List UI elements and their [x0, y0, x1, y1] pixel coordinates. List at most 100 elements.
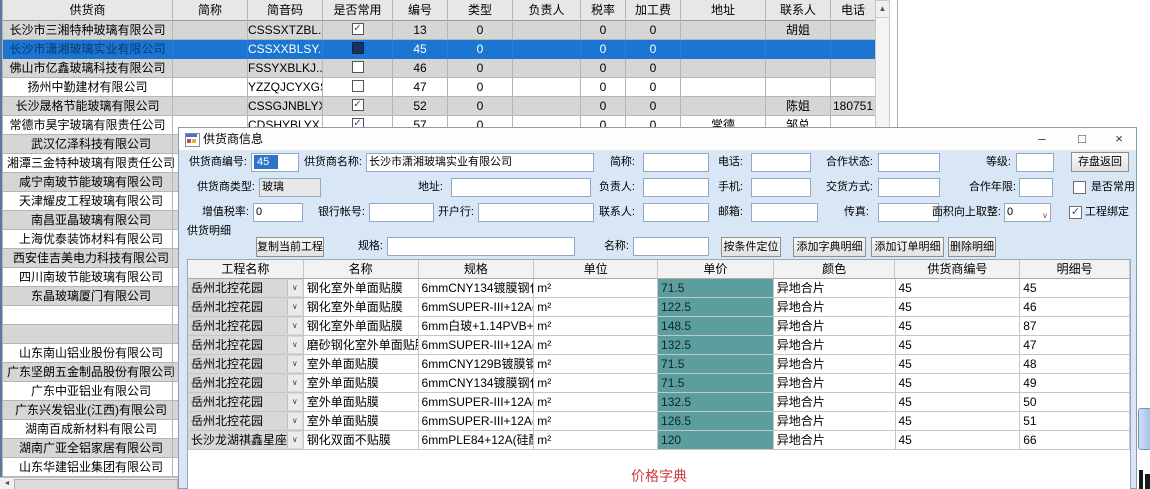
- grid-column-header[interactable]: 工程名称: [188, 260, 304, 279]
- detail-cell[interactable]: m²: [534, 412, 659, 431]
- price-cell[interactable]: 132.5: [658, 393, 774, 412]
- supplier-list-item[interactable]: 湖南广亚全铝家居有限公司: [3, 439, 179, 458]
- scroll-up-icon[interactable]: ▲: [876, 1, 889, 18]
- bank-account-field[interactable]: [369, 203, 434, 222]
- supplier-table-vscrollbar[interactable]: ▲: [875, 0, 890, 135]
- detail-cell[interactable]: 异地合片: [773, 355, 896, 374]
- supplier-list-item[interactable]: 山东南山铝业股份有限公司: [3, 344, 179, 363]
- detail-cell[interactable]: m²: [534, 355, 659, 374]
- detail-cell[interactable]: 51: [1020, 412, 1130, 431]
- detail-cell[interactable]: 异地合片: [773, 412, 896, 431]
- price-cell[interactable]: 126.5: [658, 412, 774, 431]
- supplier-list-item[interactable]: 咸宁南玻节能玻璃有限公司: [3, 173, 179, 192]
- detail-cell[interactable]: 异地合片: [773, 279, 896, 298]
- spec-filter-field[interactable]: [387, 237, 575, 256]
- project-dropdown-icon[interactable]: ∨: [286, 432, 302, 448]
- column-header[interactable]: 供货商: [3, 0, 173, 21]
- grid-column-header[interactable]: 颜色: [773, 260, 896, 279]
- supplier-list-item[interactable]: 武汉亿泽科技有限公司: [3, 135, 179, 154]
- common-use-checkbox[interactable]: [351, 42, 364, 55]
- supplier-type-field[interactable]: 玻璃: [259, 178, 321, 197]
- project-cell[interactable]: 岳州北控花园 ∨: [188, 412, 304, 431]
- column-header[interactable]: 联系人: [766, 0, 831, 21]
- dialog-titlebar[interactable]: 供货商信息 – □ ×: [179, 128, 1136, 151]
- detail-cell[interactable]: 6mmSUPER-III+12A(硅...: [418, 393, 535, 412]
- detail-cell[interactable]: 6mmCNY129B镀膜钢化: [418, 355, 535, 374]
- detail-cell[interactable]: 室外单面贴膜: [303, 374, 419, 393]
- hscrollbar-thumb[interactable]: [14, 479, 178, 489]
- delivery-field[interactable]: [878, 178, 940, 197]
- detail-cell[interactable]: 异地合片: [773, 336, 896, 355]
- detail-cell[interactable]: 47: [1020, 336, 1130, 355]
- detail-cell[interactable]: 室外单面贴膜: [303, 412, 419, 431]
- supplier-list-item[interactable]: 四川南玻节能玻璃有限公司: [3, 268, 179, 287]
- detail-cell[interactable]: 室外单面贴膜: [303, 355, 419, 374]
- supplier-list-item[interactable]: 广东兴发铝业(江西)有限公司: [3, 401, 179, 420]
- detail-cell[interactable]: 6mmCNY134镀膜钢化: [418, 374, 535, 393]
- project-cell[interactable]: 岳州北控花园 ∨: [188, 317, 304, 336]
- detail-cell[interactable]: 钢化室外单面贴膜: [303, 298, 419, 317]
- detail-cell[interactable]: 45: [895, 374, 1021, 393]
- fax-field[interactable]: [878, 203, 939, 222]
- supplier-row[interactable]: 扬州中勤建材有限公司 YZZQJCYXGS 47 0 0 0: [3, 78, 876, 97]
- detail-row[interactable]: 岳州北控花园 ∨ 室外单面贴膜 6mmCNY134镀膜钢化 m² 71.5 异地合片 45 49: [188, 374, 1130, 393]
- supplier-list-item[interactable]: 广东中亚铝业有限公司: [3, 382, 179, 401]
- mobile-field[interactable]: [751, 178, 811, 197]
- detail-cell[interactable]: 6mmPLE84+12A(硅酮胶...: [418, 431, 535, 450]
- supplier-list-item[interactable]: 西安佳吉美电力科技有限公司: [3, 249, 179, 268]
- detail-cell[interactable]: 45: [895, 279, 1021, 298]
- detail-cell[interactable]: 45: [895, 431, 1021, 450]
- detail-cell[interactable]: m²: [534, 317, 659, 336]
- locate-by-condition-button[interactable]: 按条件定位: [721, 237, 781, 257]
- add-order-detail-button[interactable]: 添加订单明细: [871, 237, 944, 257]
- detail-cell[interactable]: 磨砂钢化室外单面贴膜: [303, 336, 419, 355]
- bank-field[interactable]: [478, 203, 594, 222]
- detail-row[interactable]: 岳州北控花园∨室外单面贴膜6mmCNY129B镀膜钢化m²71.5异地合片454…: [188, 355, 1130, 374]
- project-cell[interactable]: 岳州北控花园 ∨: [188, 374, 304, 393]
- detail-cell[interactable]: 6mmSUPER-III+12A(硅...: [418, 412, 535, 431]
- detail-cell[interactable]: m²: [534, 374, 659, 393]
- project-cell[interactable]: 长沙龙湖祺鑫星座 ∨: [188, 431, 304, 450]
- detail-cell[interactable]: 45: [895, 336, 1021, 355]
- grid-column-header[interactable]: 单价: [657, 260, 774, 279]
- supplier-list-item[interactable]: 东晶玻璃厦门有限公司: [3, 287, 179, 306]
- detail-cell[interactable]: 45: [895, 412, 1021, 431]
- project-dropdown-icon[interactable]: ∨: [286, 299, 302, 315]
- vat-field[interactable]: 0: [253, 203, 303, 222]
- detail-cell[interactable]: 45: [895, 393, 1021, 412]
- supplier-list-hscrollbar[interactable]: ◄: [0, 477, 178, 489]
- detail-cell[interactable]: 室外单面贴膜: [303, 393, 419, 412]
- detail-cell[interactable]: 异地合片: [773, 374, 896, 393]
- project-dropdown-icon[interactable]: ∨: [286, 280, 302, 296]
- column-header[interactable]: 编号: [393, 0, 448, 21]
- minimize-button[interactable]: –: [1038, 131, 1046, 146]
- name-filter-field[interactable]: [633, 237, 709, 256]
- common-use-checkbox[interactable]: [351, 61, 364, 74]
- detail-row[interactable]: 长沙龙湖祺鑫星座∨钢化双面不贴膜6mmPLE84+12A(硅酮胶...m²120…: [188, 431, 1130, 450]
- abbr-field[interactable]: [643, 153, 709, 172]
- delete-detail-button[interactable]: 删除明细: [948, 237, 996, 257]
- detail-cell[interactable]: 6mm白玻+1.14PVB+6mm...: [418, 317, 535, 336]
- common-use-checkbox[interactable]: ✓: [351, 99, 364, 112]
- detail-cell[interactable]: 6mmSUPER-III+12A(硅...: [418, 336, 535, 355]
- detail-cell[interactable]: m²: [534, 279, 659, 298]
- manager-field[interactable]: [643, 178, 709, 197]
- save-return-button[interactable]: 存盘返回: [1071, 152, 1129, 172]
- column-header[interactable]: 简称: [173, 0, 248, 21]
- supplier-list-item[interactable]: 湖南百成新材料有限公司: [3, 420, 179, 439]
- address-field[interactable]: [451, 178, 591, 197]
- detail-cell[interactable]: 45: [895, 355, 1021, 374]
- supplier-list-item[interactable]: 湘潭三金特种玻璃有限责任公司: [3, 154, 179, 173]
- price-cell[interactable]: 132.5: [658, 336, 774, 355]
- project-dropdown-icon[interactable]: ∨: [286, 375, 302, 391]
- grid-column-header[interactable]: 规格: [418, 260, 535, 279]
- project-cell[interactable]: 岳州北控花园 ∨: [188, 298, 304, 317]
- detail-cell[interactable]: m²: [534, 431, 659, 450]
- column-header[interactable]: 税率: [581, 0, 626, 21]
- detail-cell[interactable]: 49: [1020, 374, 1130, 393]
- detail-row[interactable]: 岳州北控花园∨磨砂钢化室外单面贴膜6mmSUPER-III+12A(硅...m²…: [188, 336, 1130, 355]
- supplier-no-field[interactable]: 45: [251, 153, 299, 172]
- project-dropdown-icon[interactable]: ∨: [286, 356, 302, 372]
- detail-cell[interactable]: 45: [895, 317, 1021, 336]
- detail-cell[interactable]: 异地合片: [773, 298, 896, 317]
